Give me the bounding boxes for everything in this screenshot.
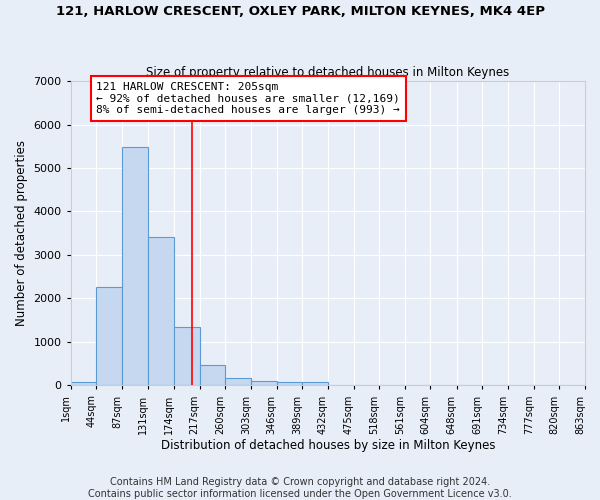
Bar bbox=[148, 236, 174, 386]
Bar bbox=[122, 147, 148, 386]
Bar bbox=[71, 382, 97, 386]
Y-axis label: Number of detached properties: Number of detached properties bbox=[15, 140, 28, 326]
Bar bbox=[97, 286, 122, 386]
Bar bbox=[174, 327, 200, 386]
Bar bbox=[200, 366, 225, 386]
Bar bbox=[251, 381, 277, 386]
Bar bbox=[277, 382, 302, 386]
Bar bbox=[225, 378, 251, 386]
X-axis label: Distribution of detached houses by size in Milton Keynes: Distribution of detached houses by size … bbox=[161, 440, 495, 452]
Bar bbox=[302, 382, 328, 386]
Text: 121 HARLOW CRESCENT: 205sqm
← 92% of detached houses are smaller (12,169)
8% of : 121 HARLOW CRESCENT: 205sqm ← 92% of det… bbox=[97, 82, 400, 115]
Text: Contains HM Land Registry data © Crown copyright and database right 2024.
Contai: Contains HM Land Registry data © Crown c… bbox=[88, 478, 512, 499]
Title: Size of property relative to detached houses in Milton Keynes: Size of property relative to detached ho… bbox=[146, 66, 509, 78]
Text: 121, HARLOW CRESCENT, OXLEY PARK, MILTON KEYNES, MK4 4EP: 121, HARLOW CRESCENT, OXLEY PARK, MILTON… bbox=[56, 5, 545, 18]
